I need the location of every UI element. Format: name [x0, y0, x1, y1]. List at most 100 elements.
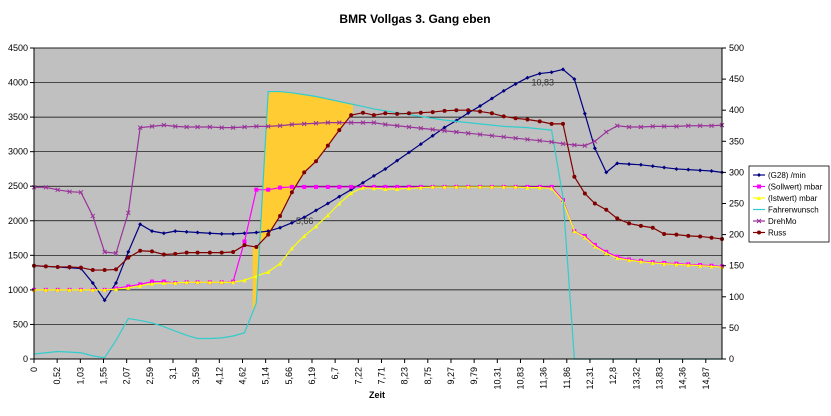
data-point [195, 250, 200, 255]
data-point [442, 108, 447, 113]
y2-tick-label: 50 [729, 323, 739, 333]
data-point [383, 186, 388, 191]
data-point [430, 133, 435, 138]
data-point [638, 124, 644, 130]
legend-label: Russ [768, 229, 786, 238]
data-point [184, 280, 189, 285]
legend-item: (Sollwert) mbar [753, 183, 823, 192]
data-point [254, 245, 259, 250]
data-point [289, 122, 295, 127]
data-point [537, 119, 542, 124]
data-point [572, 142, 577, 148]
data-point [383, 184, 388, 189]
legend-item: DrehMo [753, 217, 797, 226]
data-point [337, 201, 342, 206]
data-point [537, 185, 542, 190]
data-point [418, 185, 423, 190]
data-point [430, 127, 436, 132]
x-tick-label: 10,83 [515, 367, 525, 390]
data-point [626, 124, 632, 130]
data-point [150, 281, 155, 286]
legend-marker [757, 173, 761, 177]
data-point [406, 124, 412, 130]
data-point [161, 122, 167, 128]
data-point [278, 225, 283, 230]
data-point [90, 268, 95, 273]
data-point [337, 184, 342, 189]
x-tick-label: 1,55 [98, 367, 108, 385]
data-point [489, 96, 494, 101]
data-point [242, 231, 247, 236]
data-point [55, 264, 60, 269]
data-point [572, 77, 577, 82]
data-point [395, 184, 400, 189]
data-point [219, 250, 224, 255]
x-tick-label: 8,75 [423, 367, 433, 385]
data-point [184, 250, 189, 255]
y-tick-label: 4500 [8, 43, 28, 53]
data-point [314, 159, 319, 164]
data-point [674, 166, 679, 171]
data-point [150, 229, 155, 234]
data-point [219, 125, 225, 130]
data-point [454, 108, 459, 113]
data-point [525, 185, 530, 190]
data-point [572, 174, 577, 179]
data-point [674, 232, 679, 237]
data-point [549, 70, 554, 75]
data-point [560, 67, 565, 72]
data-point [266, 187, 271, 192]
data-point [325, 143, 330, 148]
data-point [336, 120, 342, 125]
data-point [219, 280, 224, 285]
legend-marker [756, 218, 762, 224]
data-point [150, 279, 155, 284]
x-tick-label: 5,14 [261, 367, 271, 385]
data-point [325, 120, 331, 125]
data-point [219, 231, 224, 236]
data-point [126, 255, 131, 260]
x-tick-label: 2,59 [145, 367, 155, 385]
data-point [90, 213, 96, 219]
annotation-label: 10,83 [531, 78, 554, 88]
data-point [418, 142, 423, 147]
data-point [489, 133, 495, 139]
data-point [138, 283, 143, 288]
data-point [603, 129, 609, 135]
data-point [277, 123, 283, 129]
x-tick-label: 13,83 [654, 367, 664, 390]
data-point [349, 113, 354, 118]
data-point [454, 184, 459, 189]
gridlines [34, 47, 722, 360]
y2-tick-label: 450 [729, 74, 744, 84]
data-point [314, 208, 319, 213]
data-point [650, 260, 655, 265]
series-5 [31, 120, 725, 256]
data-point [615, 256, 620, 261]
data-point [592, 138, 598, 144]
data-point [349, 184, 354, 189]
data-point [67, 287, 72, 292]
x-tick-label: 3,1 [168, 367, 178, 380]
shaded-area-group [252, 91, 353, 313]
data-point [149, 124, 155, 129]
data-point [278, 261, 283, 266]
data-point [549, 186, 554, 191]
data-point [418, 125, 424, 131]
data-point [627, 162, 632, 167]
x-tick-label: 8,23 [400, 367, 410, 385]
x-tick-label: 11,86 [562, 367, 572, 389]
data-point [501, 114, 506, 119]
x-tick-label: 5,66 [284, 367, 294, 385]
data-point [430, 110, 435, 115]
data-point [592, 146, 597, 151]
data-point [478, 184, 483, 189]
data-point [114, 287, 119, 292]
data-point [337, 128, 342, 133]
data-point [360, 120, 366, 125]
data-point [114, 280, 119, 285]
data-point [686, 233, 691, 238]
data-point [371, 120, 377, 125]
data-point [465, 130, 471, 136]
data-point [207, 280, 212, 285]
